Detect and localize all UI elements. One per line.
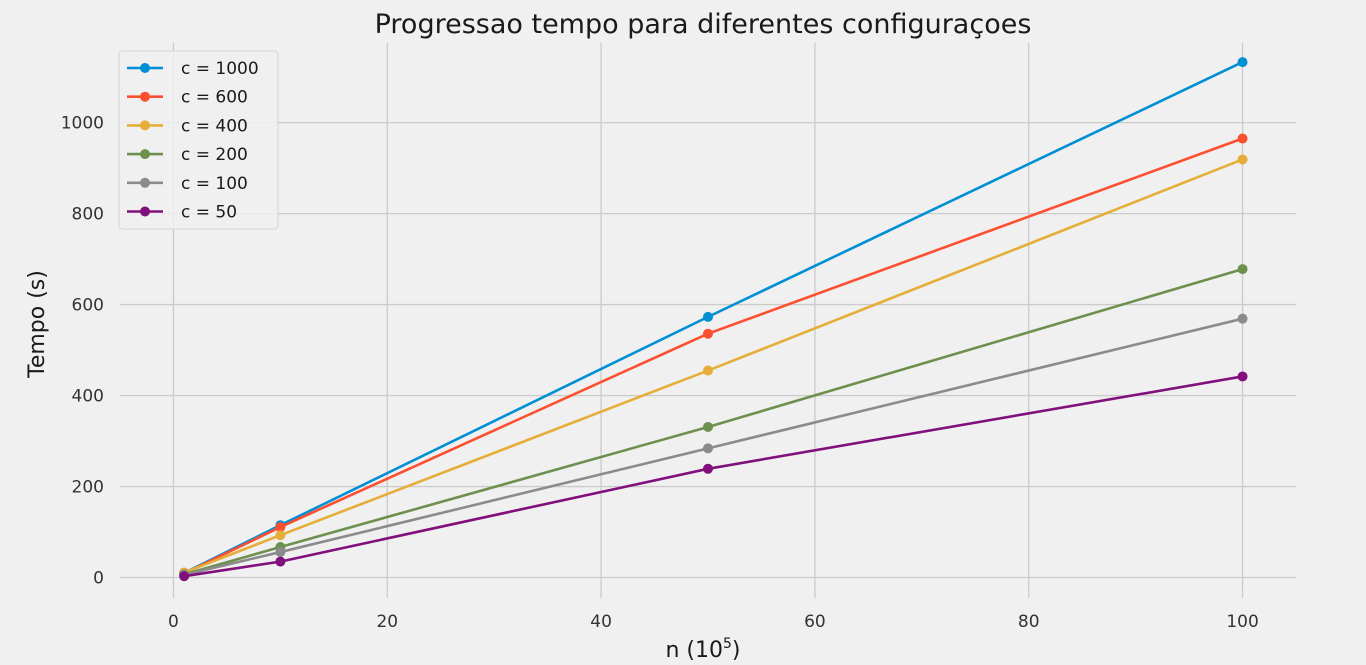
data-point — [703, 421, 713, 432]
data-point — [1237, 154, 1248, 165]
x-axis-label-close: ) — [732, 638, 741, 663]
series-5 — [179, 371, 1248, 582]
legend-label: c = 400 — [181, 116, 248, 136]
legend-label: c = 600 — [181, 88, 248, 108]
chart-title: Progressao tempo para diferentes configu… — [375, 9, 1032, 40]
series-3 — [179, 264, 1248, 580]
legend-label: c = 50 — [181, 203, 237, 223]
x-tick-label: 0 — [168, 612, 179, 632]
data-point — [275, 530, 286, 541]
data-point — [703, 365, 713, 376]
legend-label: c = 200 — [181, 145, 248, 165]
y-tick-label: 400 — [72, 387, 104, 407]
series-group — [179, 57, 1248, 582]
data-point — [1237, 57, 1248, 68]
legend-item: c = 400 — [127, 116, 248, 136]
x-axis-label-exponent: 5 — [723, 636, 732, 652]
legend-label: c = 100 — [181, 174, 248, 194]
legend-swatch-marker — [140, 149, 150, 160]
x-axis-label-base: n (10 — [665, 638, 723, 663]
data-point — [703, 328, 713, 339]
data-point — [1237, 133, 1248, 144]
data-point — [703, 311, 713, 322]
legend: c = 1000 c = 600 c = 400 c = 200 c = 100 c = … — [118, 50, 279, 230]
x-tick-label: 60 — [804, 612, 826, 632]
series-line — [183, 137, 1243, 575]
y-axis-label: Tempo (s) — [25, 270, 50, 379]
data-point — [1237, 264, 1248, 275]
legend-item: c = 200 — [127, 145, 248, 165]
data-point — [179, 571, 190, 582]
y-tick-label: 1000 — [61, 114, 104, 134]
data-point — [275, 522, 286, 533]
x-tick-label: 40 — [590, 612, 612, 632]
data-point — [275, 547, 286, 558]
x-tick-label: 80 — [1018, 612, 1040, 632]
legend-swatch-marker — [140, 206, 150, 217]
legend-item: c = 600 — [127, 88, 248, 108]
data-point — [275, 556, 286, 567]
legend-item: c = 100 — [127, 174, 248, 194]
y-tick-label: 200 — [72, 478, 104, 498]
y-tick-label: 800 — [72, 205, 104, 225]
y-tick-label: 0 — [93, 569, 104, 589]
series-line — [183, 317, 1243, 577]
legend-label: c = 1000 — [181, 59, 259, 79]
data-point — [703, 463, 713, 474]
x-tick-label: 100 — [1226, 612, 1258, 632]
data-point — [1237, 313, 1248, 324]
data-point — [1237, 371, 1248, 382]
legend-item: c = 50 — [127, 203, 237, 223]
series-line — [183, 375, 1243, 578]
series-line — [183, 60, 1244, 575]
legend-item: c = 1000 — [127, 59, 259, 79]
legend-swatch-marker — [140, 91, 150, 102]
y-tick-label: 600 — [72, 296, 104, 316]
series-line — [183, 158, 1244, 574]
legend-swatch-marker — [140, 120, 150, 131]
x-tick-label: 20 — [376, 612, 398, 632]
legend-swatch-marker — [140, 177, 150, 188]
data-point — [703, 443, 713, 454]
series-2 — [179, 154, 1248, 578]
legend-swatch-marker — [140, 63, 150, 73]
series-line — [183, 267, 1243, 576]
series-4 — [179, 313, 1248, 580]
x-axis-label: n (105) — [665, 636, 740, 663]
